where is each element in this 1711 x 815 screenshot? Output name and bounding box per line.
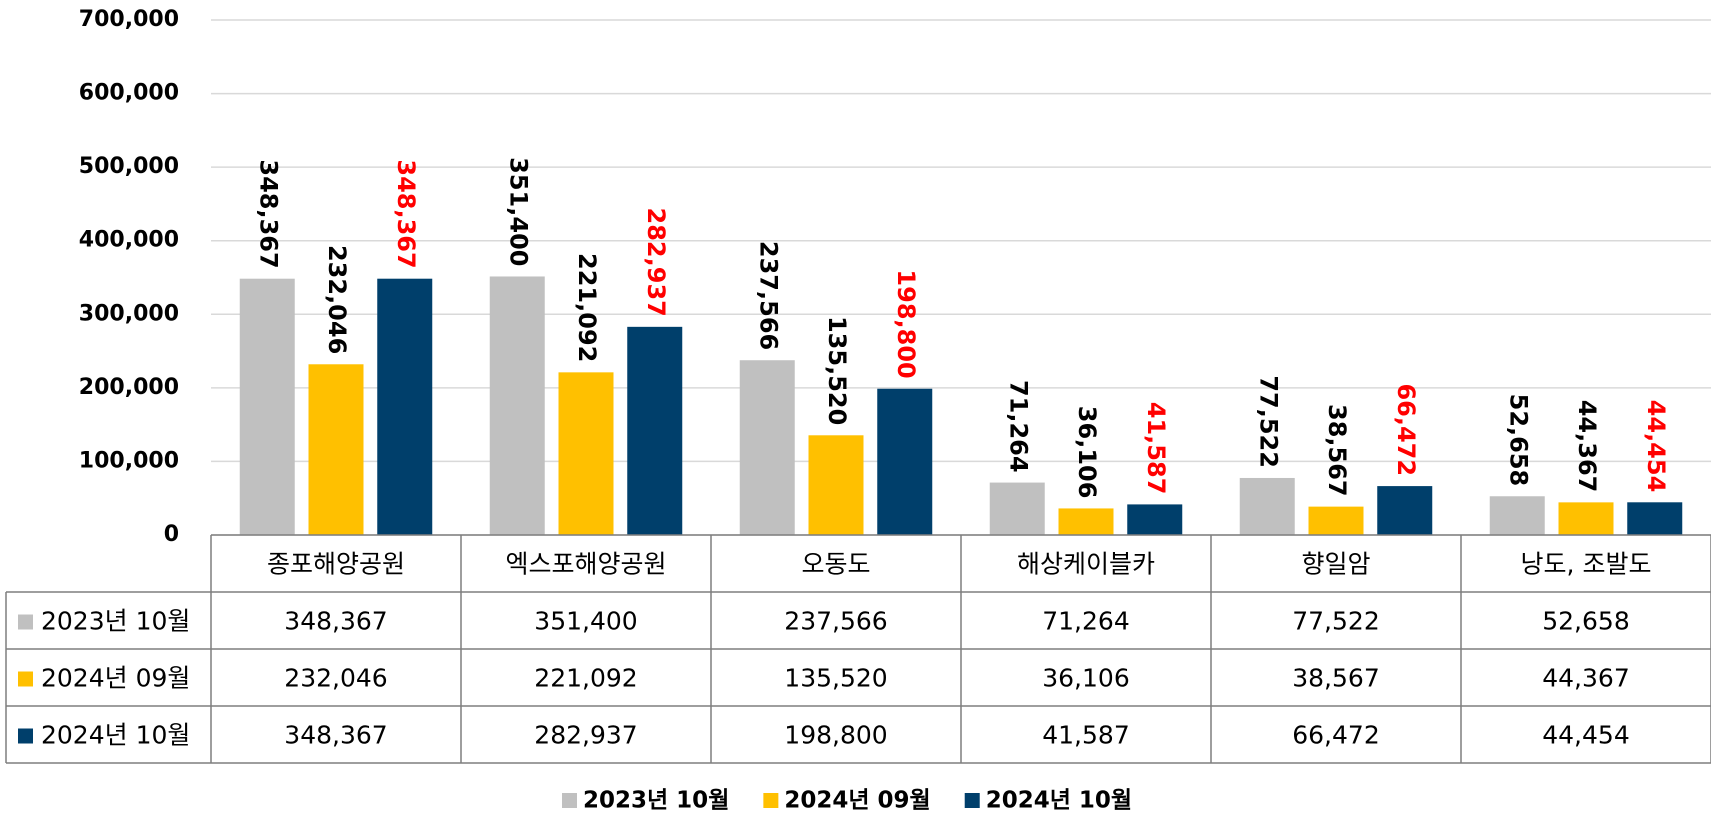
bar: [308, 364, 364, 535]
data-label: 282,937: [642, 208, 670, 317]
table-cell: 237,566: [784, 607, 887, 636]
data-label: 348,367: [254, 159, 282, 268]
row-label: 2024년 09월: [41, 664, 190, 693]
legend-key: [18, 728, 33, 744]
data-label: 71,264: [1004, 380, 1032, 473]
table-cell: 52,658: [1542, 607, 1629, 636]
table-cell: 351,400: [534, 607, 637, 636]
data-label: 38,567: [1323, 404, 1351, 497]
bar: [1627, 502, 1683, 535]
bar: [1239, 477, 1295, 535]
table-cell: 71,264: [1042, 607, 1129, 636]
legend-key: [562, 793, 577, 808]
table-cell: 135,520: [784, 664, 887, 693]
data-label: 52,658: [1504, 394, 1532, 487]
row-label: 2023년 10월: [41, 607, 190, 636]
bar: [377, 278, 433, 535]
x-tick-label: 엑스포해양공원: [505, 550, 666, 579]
table-cell: 38,567: [1292, 664, 1379, 693]
legend-key: [964, 793, 980, 808]
legend-label: 2024년 09월: [784, 788, 930, 814]
table-cell: 44,454: [1542, 721, 1629, 750]
bar: [489, 276, 545, 535]
data-label: 44,454: [1642, 400, 1670, 493]
bar: [1377, 486, 1433, 535]
y-tick-label: 600,000: [79, 81, 179, 106]
data-label: 135,520: [823, 316, 851, 425]
bar: [558, 372, 614, 535]
x-tick-label: 낭도, 조발도: [1521, 550, 1652, 579]
table-cell: 348,367: [284, 607, 387, 636]
data-label: 44,367: [1573, 400, 1601, 493]
row-label: 2024년 10월: [41, 721, 190, 750]
legend-key: [18, 671, 33, 687]
table-cell: 36,106: [1042, 664, 1129, 693]
y-tick-label: 200,000: [79, 375, 179, 400]
bar: [1058, 508, 1114, 535]
table-cell: 44,367: [1542, 664, 1629, 693]
legend-key: [763, 793, 779, 808]
y-tick-label: 700,000: [79, 7, 179, 32]
bar: [877, 388, 933, 535]
legend-key: [18, 614, 33, 630]
bar: [1308, 506, 1364, 535]
legend-label: 2023년 10월: [583, 788, 729, 814]
bar: [808, 435, 864, 535]
bar: [239, 278, 295, 535]
x-tick-label: 종포해양공원: [267, 550, 405, 579]
bar: [989, 482, 1045, 535]
legend-label: 2024년 10월: [986, 788, 1132, 814]
y-tick-label: 500,000: [79, 154, 179, 179]
y-tick-label: 400,000: [79, 228, 179, 253]
table-cell: 77,522: [1292, 607, 1379, 636]
y-tick-label: 0: [164, 522, 179, 547]
bar: [1558, 502, 1614, 535]
y-tick-label: 100,000: [79, 448, 179, 473]
data-label: 232,046: [323, 245, 351, 354]
table-cell: 198,800: [784, 721, 887, 750]
y-tick-label: 300,000: [79, 301, 179, 326]
data-label: 221,092: [573, 253, 601, 362]
data-label: 348,367: [392, 159, 420, 268]
bar: [739, 360, 795, 535]
table-cell: 232,046: [284, 664, 387, 693]
data-label: 36,106: [1073, 406, 1101, 499]
data-label: 198,800: [892, 269, 920, 378]
x-tick-label: 해상케이블카: [1017, 550, 1155, 579]
table-cell: 282,937: [534, 721, 637, 750]
table-cell: 66,472: [1292, 721, 1379, 750]
data-label: 41,587: [1142, 402, 1170, 495]
bar: [627, 326, 683, 535]
data-label: 351,400: [504, 157, 532, 266]
table-cell: 41,587: [1042, 721, 1129, 750]
bar: [1489, 496, 1545, 535]
x-tick-label: 오동도: [801, 550, 870, 579]
data-label: 66,472: [1392, 383, 1420, 476]
data-label: 77,522: [1254, 375, 1282, 468]
bar: [1127, 504, 1183, 535]
x-tick-label: 향일암: [1301, 550, 1370, 579]
data-label: 237,566: [754, 241, 782, 350]
table-cell: 348,367: [284, 721, 387, 750]
table-cell: 221,092: [534, 664, 637, 693]
